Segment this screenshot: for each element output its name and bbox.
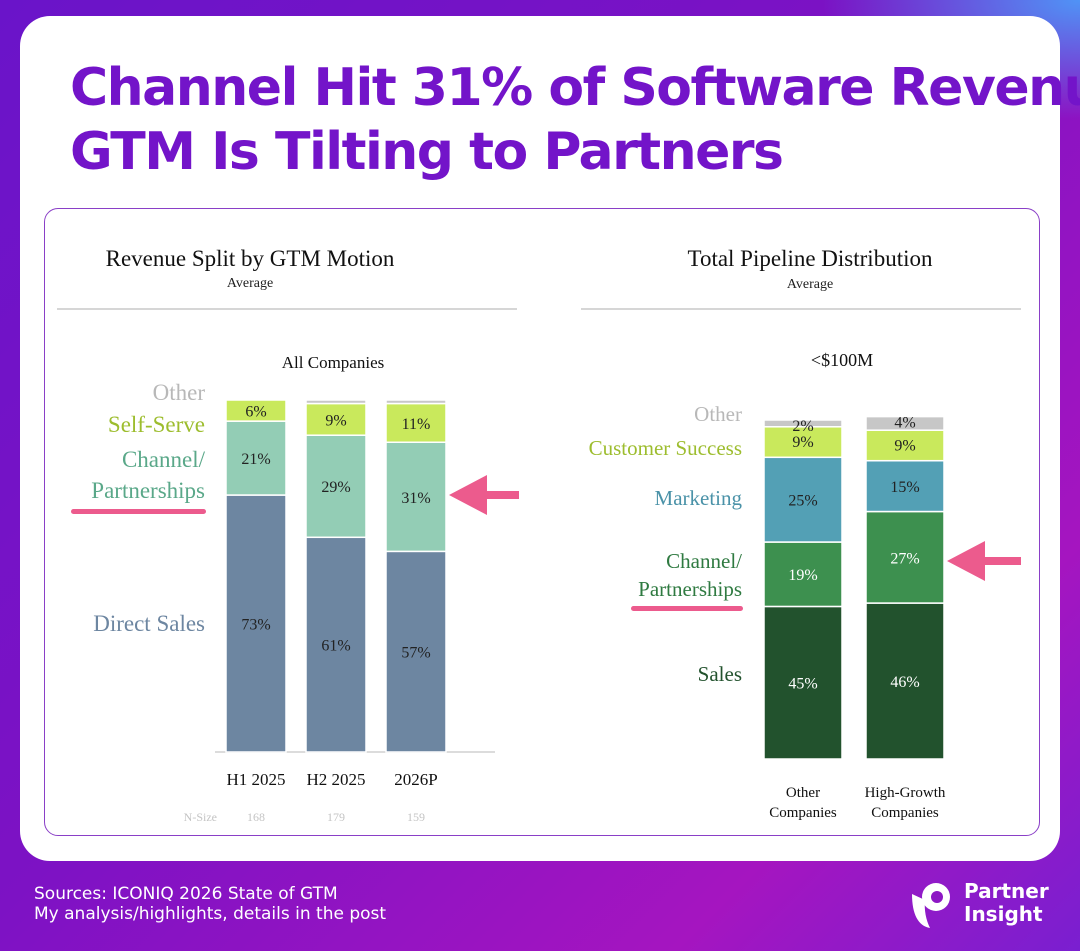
sources-footer: Sources: ICONIQ 2026 State of GTM My ana… (34, 884, 386, 924)
chart2-bar-other-high-growth-companies (865, 415, 945, 431)
logo-text-line-1: Partner (964, 879, 1049, 903)
chart1-data-label: 9% (325, 412, 346, 429)
chart2-bar-sales-other-companies (763, 605, 843, 760)
chart1-bar-self-serve-h1-2025 (225, 399, 287, 422)
headline-line-2: GTM Is Tilting to Partners (70, 122, 784, 182)
chart2-data-label: 9% (894, 437, 915, 454)
chart2-data-label: 2% (792, 418, 813, 435)
category-line: High-Growth (865, 785, 946, 801)
chart1-data-label: 21% (241, 451, 270, 468)
chart2-data-label: 46% (890, 674, 919, 691)
chart1-data-label: 31% (401, 490, 430, 507)
chart1-bar-other-2026p (385, 399, 447, 405)
chart1-bar-self-serve-2026p (385, 402, 447, 443)
chart1-legend-direct-sales: Direct Sales (93, 611, 205, 636)
chart1-n-size-label: N-Size (184, 810, 217, 824)
chart2-legend-other: Other (694, 402, 742, 426)
charts-panel: Revenue Split by GTM Motion Average All Co… (44, 208, 1040, 836)
chart1-category-label: H2 2025 (306, 770, 365, 789)
charts-canvas: Revenue Split by GTM Motion Average All Co… (57, 246, 1021, 824)
chart1-data-label: 57% (401, 645, 430, 662)
chart1-bar-direct-sales-h2-2025 (305, 536, 367, 753)
chart2-bar-customer-success-other-companies (763, 426, 843, 459)
chart2-legend-channel-partnerships: Channel/Partnerships (638, 549, 742, 601)
chart2-data-label: 27% (890, 550, 919, 567)
chart1-category-label: 2026P (394, 770, 437, 789)
chart1-data-label: 61% (321, 638, 350, 655)
category-line: Companies (871, 805, 939, 821)
chart2-data-label: 9% (792, 434, 813, 451)
chart2-data-label: 25% (788, 493, 817, 510)
chart1-category-label: H1 2025 (226, 770, 285, 789)
headline-line-1: Channel Hit 31% of Software Revenue (70, 58, 1080, 118)
chart2-legend-sales: Sales (698, 662, 742, 686)
chart2-highlight-arrow-icon (947, 541, 1021, 581)
chart1-n-size-value: 159 (407, 810, 425, 824)
chart1-legend-channel-partnerships: Channel/Partnerships (91, 447, 205, 503)
chart2-bar-customer-success-high-growth-companies (865, 429, 945, 462)
legend-line: Channel/ (122, 447, 206, 472)
logo-text-line-2: Insight (964, 902, 1043, 926)
partner-insight-logo-icon (912, 883, 950, 928)
chart1-highlight-underline (71, 509, 206, 514)
chart1-bar-direct-sales-h1-2025 (225, 494, 287, 753)
chart1-bar-self-serve-h2-2025 (305, 402, 367, 436)
chart1-legend-self-serve: Self-Serve (108, 412, 205, 437)
chart1-data-label: 11% (402, 416, 431, 433)
chart1-title: Revenue Split by GTM Motion (106, 246, 395, 271)
chart2-bar-other-other-companies (763, 419, 843, 428)
legend-line: Channel/ (666, 549, 742, 573)
chart1-highlight-arrow-icon (449, 475, 519, 515)
analysis-note: My analysis/highlights, details in the p… (34, 904, 387, 924)
chart1-data-label: 6% (245, 404, 266, 421)
chart1-group-label: All Companies (282, 353, 384, 372)
chart1-n-size-value: 168 (247, 810, 265, 824)
chart2-legend-marketing: Marketing (655, 486, 743, 510)
chart2-data-label: 4% (894, 415, 915, 432)
chart2-bar-channel-partnerships-high-growth-companies (865, 510, 945, 604)
chart2-category-label: Other Companies (769, 785, 837, 821)
chart2-bar-sales-high-growth-companies (865, 602, 945, 760)
legend-line: Partnerships (638, 577, 742, 601)
chart1-legend-other: Other (153, 380, 206, 405)
chart1-n-size-value: 179 (327, 810, 345, 824)
partner-insight-logo: Partner Insight (908, 876, 1058, 932)
chart2-subtitle: Average (787, 277, 833, 292)
chart2-legend-customer-success: Customer Success (589, 436, 742, 460)
chart2-data-label: 45% (788, 676, 817, 693)
headline: Channel Hit 31% of Software Revenue GTM … (70, 56, 1080, 184)
chart2-highlight-underline (631, 606, 743, 611)
chart2-category-label: High-Growth Companies (865, 785, 946, 821)
chart1-subtitle: Average (227, 276, 273, 291)
chart2-data-label: 19% (788, 567, 817, 584)
main-card: Channel Hit 31% of Software Revenue GTM … (20, 16, 1080, 861)
category-line: Other (786, 785, 820, 801)
chart1-data-label: 73% (241, 617, 270, 634)
chart2-bar-channel-partnerships-other-companies (763, 541, 843, 608)
sources-line: Sources: ICONIQ 2026 State of GTM (34, 884, 338, 904)
legend-line: Partnerships (91, 478, 205, 503)
chart2-bar-marketing-high-growth-companies (865, 459, 945, 513)
chart1-bar-other-h2-2025 (305, 399, 367, 405)
chart2-title: Total Pipeline Distribution (688, 246, 933, 271)
chart2-group-label: <$100M (811, 350, 873, 370)
chart1-bar-channel-partnerships-h1-2025 (225, 420, 287, 496)
chart1-data-label: 29% (321, 479, 350, 496)
chart2-data-label: 15% (890, 479, 919, 496)
category-line: Companies (769, 805, 837, 821)
